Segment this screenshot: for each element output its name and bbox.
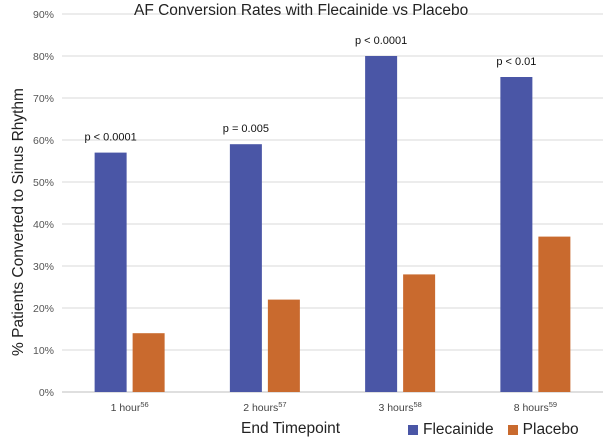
y-tick-label: 40% xyxy=(33,219,54,231)
p-value-annotation: p = 0.005 xyxy=(223,123,269,135)
legend: Flecainide Placebo xyxy=(408,421,593,439)
bar-placebo-1 xyxy=(132,333,165,392)
bar-flecainide-1 xyxy=(94,152,127,392)
bar-placebo-2 xyxy=(267,299,300,392)
bar-flecainide-4 xyxy=(500,77,533,392)
chart-title: AF Conversion Rates with Flecainide vs P… xyxy=(134,2,469,19)
y-tick-label: 70% xyxy=(33,93,54,105)
legend-label-placebo: Placebo xyxy=(522,421,579,438)
y-tick-label: 0% xyxy=(39,387,54,399)
y-tick-label: 90% xyxy=(33,9,54,21)
p-value-annotation: p < 0.0001 xyxy=(355,35,407,47)
x-tick-label: 2 hours57 xyxy=(243,400,286,414)
bar-flecainide-3 xyxy=(365,56,398,392)
legend-item-flecainide: Flecainide xyxy=(408,421,494,439)
y-tick-label: 20% xyxy=(33,303,54,315)
x-tick-label: 3 hours58 xyxy=(378,400,421,414)
y-tick-label: 60% xyxy=(33,135,54,147)
bar-placebo-4 xyxy=(538,236,571,392)
x-tick-label: 1 hour56 xyxy=(111,400,149,414)
x-axis-label: End Timepoint xyxy=(241,420,341,437)
legend-item-placebo: Placebo xyxy=(507,421,579,439)
y-axis-label: % Patients Converted to Sinus Rhythm xyxy=(10,88,27,356)
bar-placebo-3 xyxy=(403,274,436,392)
p-value-annotation: p < 0.01 xyxy=(496,56,536,68)
y-tick-label: 10% xyxy=(33,345,54,357)
p-value-annotation: p < 0.0001 xyxy=(84,132,136,144)
bar-flecainide-2 xyxy=(229,144,262,392)
y-tick-label: 80% xyxy=(33,51,54,63)
legend-swatch-placebo xyxy=(507,425,518,435)
x-tick-label: 8 hours59 xyxy=(514,400,557,414)
y-tick-label: 30% xyxy=(33,261,54,273)
y-tick-label: 50% xyxy=(33,177,54,189)
legend-swatch-flecainide xyxy=(408,425,418,435)
legend-label-flecainide: Flecainide xyxy=(423,421,494,438)
